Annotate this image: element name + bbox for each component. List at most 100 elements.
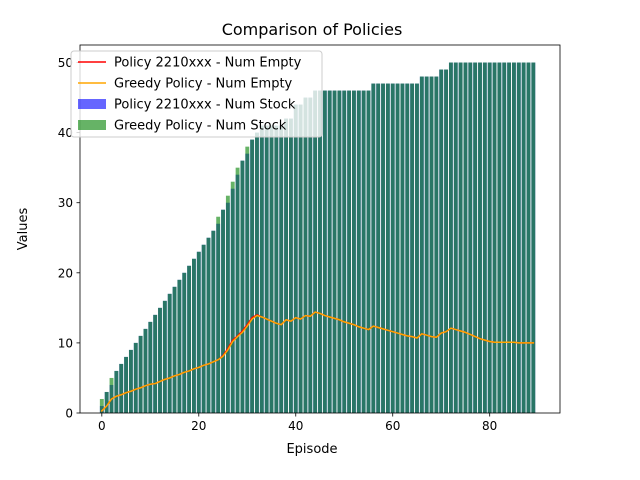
chart-title: Comparison of Policies [222,20,403,39]
bar [478,62,482,414]
bar [366,90,371,413]
bar [487,62,492,414]
bar [419,76,424,413]
bar-series-1 [99,62,536,414]
bar [381,83,385,414]
bar [439,69,444,413]
bar [327,90,332,413]
bar [114,370,119,413]
bar [531,62,536,414]
bar [128,349,133,413]
bar [512,62,516,414]
bar [385,83,390,414]
legend-label: Greedy Policy - Num Stock [114,119,287,134]
bar [230,181,235,413]
y-tick-label: 40 [58,126,73,140]
legend: Policy 2210xxx - Num Empty Greedy Policy … [70,50,323,138]
bar [429,76,434,413]
bar [337,90,342,413]
legend-label: Policy 2210xxx - Num Stock [114,98,296,113]
bar [303,97,308,413]
bar [167,293,172,413]
bar [482,62,487,414]
bar [405,83,410,414]
bar [284,118,288,413]
bar [182,272,187,413]
bar [153,314,158,413]
bar [259,125,264,414]
bar [448,62,453,414]
bar [177,279,182,413]
bar [148,321,153,413]
bar [279,125,284,414]
bar [468,62,473,414]
bar [463,62,468,414]
bar [415,83,419,414]
bar [124,356,128,413]
bar [313,90,318,413]
x-axis-label: Episode [286,442,337,457]
bar [133,342,138,413]
bar [492,62,497,414]
bar [410,83,415,414]
y-tick-label: 50 [58,56,73,70]
bar [138,335,143,413]
bar [342,90,347,413]
bar [502,62,507,414]
legend-item: Policy 2210xxx - Num Stock [78,98,296,113]
bar [221,209,225,413]
bar [196,251,201,413]
bar [109,377,114,413]
bar [356,90,361,413]
bar [245,146,250,413]
x-tick-label: 60 [385,419,400,433]
bar [473,62,478,414]
bar [158,307,162,413]
bar [434,76,439,413]
bar [497,62,502,414]
bar [172,286,177,413]
bar [104,391,109,413]
bar [293,104,298,413]
bar [187,265,192,413]
legend-item: Greedy Policy - Num Empty [78,77,293,92]
axes-frame [79,44,561,414]
y-tick-label: 0 [65,407,73,421]
line-series-1 [100,311,535,412]
y-tick-label: 20 [58,266,73,280]
bar [206,237,211,413]
bar [269,125,274,414]
bar [201,244,206,413]
bar [255,132,259,413]
bar [143,328,148,413]
bar [507,62,512,414]
legend-label: Policy 2210xxx - Num Empty [114,56,302,71]
bar [322,90,327,413]
bar [274,125,279,414]
y-tick-label: 30 [58,196,73,210]
legend-item: Greedy Policy - Num Stock [78,119,287,134]
legend-patch-swatch [78,120,106,130]
y-tick-label: 10 [58,336,73,350]
bar [390,83,395,414]
bar [250,139,255,413]
bar [347,90,352,413]
x-tick-label: 20 [191,419,206,433]
bar [371,83,376,414]
plot-area [99,62,536,414]
legend-patch-swatch [78,99,106,109]
legend-label: Greedy Policy - Num Empty [114,77,293,92]
x-tick-label: 80 [482,419,497,433]
bar [332,90,337,413]
bar [361,90,366,413]
bar [458,62,463,414]
bar [211,230,216,413]
bar [240,160,245,413]
bar [521,62,526,414]
bar [192,258,196,413]
bar [119,363,124,413]
x-tick-label: 40 [288,419,303,433]
bar [235,167,240,413]
legend-item: Policy 2210xxx - Num Empty [78,56,302,71]
